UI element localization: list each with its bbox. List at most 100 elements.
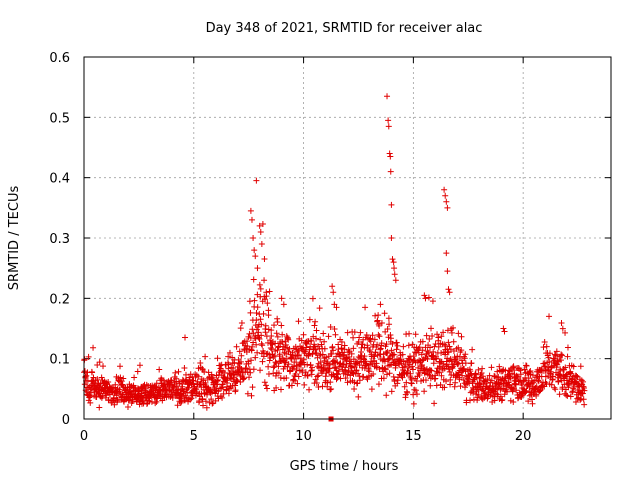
data-point bbox=[282, 341, 289, 348]
data-point bbox=[424, 356, 431, 363]
data-point bbox=[254, 304, 261, 311]
x-tick-label: 20 bbox=[515, 429, 532, 444]
data-point bbox=[278, 322, 285, 329]
data-point bbox=[285, 336, 292, 343]
data-point bbox=[244, 343, 251, 350]
data-point bbox=[549, 373, 556, 380]
data-point bbox=[331, 301, 338, 308]
data-point bbox=[220, 390, 227, 397]
data-point bbox=[438, 372, 445, 379]
data-point bbox=[333, 304, 340, 311]
data-point bbox=[317, 336, 324, 343]
data-point bbox=[517, 371, 524, 378]
data-point bbox=[440, 329, 447, 336]
data-point bbox=[412, 331, 419, 338]
data-point bbox=[429, 333, 436, 340]
data-point bbox=[441, 186, 448, 193]
data-point bbox=[548, 381, 555, 388]
data-point bbox=[262, 296, 269, 303]
data-point bbox=[91, 381, 98, 388]
data-point bbox=[248, 216, 255, 223]
data-point bbox=[304, 372, 311, 379]
data-point bbox=[372, 349, 379, 356]
data-point bbox=[264, 300, 271, 307]
data-point bbox=[85, 353, 92, 360]
data-point bbox=[308, 337, 315, 344]
data-point bbox=[259, 221, 266, 228]
data-point bbox=[270, 364, 277, 371]
data-point bbox=[246, 374, 253, 381]
data-point bbox=[235, 368, 242, 375]
data-point bbox=[202, 353, 209, 360]
data-point bbox=[446, 289, 453, 296]
data-point bbox=[382, 366, 389, 373]
data-point bbox=[371, 353, 378, 360]
data-point bbox=[349, 370, 356, 377]
data-point bbox=[355, 393, 362, 400]
data-point bbox=[426, 336, 433, 342]
data-point bbox=[315, 372, 322, 379]
data-point bbox=[390, 259, 397, 266]
data-point bbox=[289, 352, 296, 359]
data-point bbox=[190, 377, 197, 384]
data-point bbox=[468, 360, 475, 367]
data-point bbox=[225, 361, 232, 368]
data-point bbox=[356, 362, 363, 369]
data-point bbox=[327, 323, 334, 330]
data-point bbox=[89, 369, 96, 376]
data-point bbox=[225, 353, 232, 360]
data-point bbox=[301, 381, 308, 388]
data-point bbox=[403, 379, 410, 386]
data-point bbox=[384, 325, 391, 332]
data-point bbox=[445, 339, 452, 346]
data-point bbox=[253, 341, 260, 348]
data-point bbox=[255, 329, 262, 336]
data-point bbox=[254, 265, 261, 272]
data-point bbox=[454, 353, 461, 360]
data-point bbox=[381, 358, 388, 365]
data-point bbox=[237, 364, 244, 371]
data-point bbox=[159, 397, 166, 404]
data-point bbox=[423, 332, 430, 339]
data-point bbox=[258, 340, 265, 347]
data-point bbox=[377, 345, 384, 352]
data-point bbox=[209, 374, 216, 381]
data-point bbox=[341, 351, 348, 358]
data-point bbox=[507, 373, 514, 380]
data-point bbox=[493, 374, 500, 381]
data-point bbox=[393, 339, 400, 346]
data-point bbox=[551, 384, 558, 391]
grid-lines bbox=[84, 57, 611, 419]
data-point bbox=[577, 397, 584, 404]
data-point bbox=[474, 397, 481, 404]
data-point bbox=[136, 362, 143, 369]
data-point bbox=[378, 319, 385, 326]
data-point bbox=[452, 356, 459, 363]
data-point bbox=[172, 369, 179, 376]
data-point bbox=[283, 333, 290, 340]
data-point bbox=[371, 336, 378, 343]
x-tick-label: 15 bbox=[405, 429, 422, 444]
data-point bbox=[364, 376, 371, 383]
data-point bbox=[134, 368, 141, 375]
data-point bbox=[364, 342, 371, 349]
data-point bbox=[555, 378, 562, 385]
data-point bbox=[232, 387, 239, 394]
data-point bbox=[175, 368, 182, 375]
data-point bbox=[272, 372, 279, 379]
data-point bbox=[87, 399, 94, 406]
data-point bbox=[444, 268, 451, 275]
data-point bbox=[445, 366, 452, 373]
data-point bbox=[152, 400, 159, 407]
data-point bbox=[372, 363, 379, 370]
data-point bbox=[236, 348, 243, 355]
data-point bbox=[564, 353, 571, 360]
data-point bbox=[250, 235, 257, 241]
data-point bbox=[409, 363, 416, 370]
data-point bbox=[546, 313, 553, 320]
data-point bbox=[346, 354, 353, 361]
data-point bbox=[143, 381, 150, 388]
data-point bbox=[406, 330, 413, 337]
data-point bbox=[81, 368, 88, 375]
data-point bbox=[285, 361, 292, 368]
